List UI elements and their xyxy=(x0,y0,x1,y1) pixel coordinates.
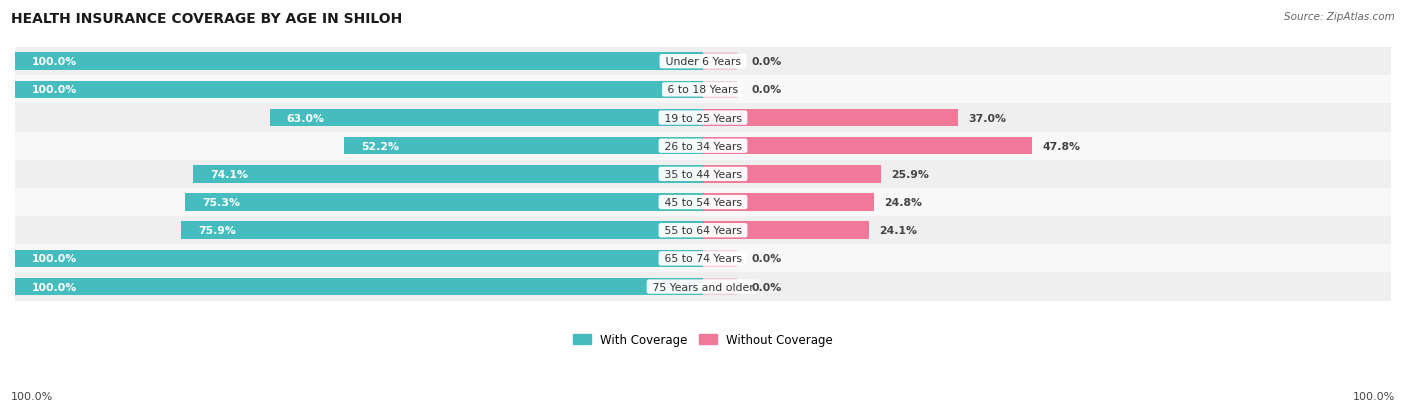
Bar xyxy=(703,109,957,127)
Bar xyxy=(193,166,703,183)
Bar xyxy=(15,216,1391,245)
Bar xyxy=(15,188,1391,216)
Bar xyxy=(703,81,737,99)
Text: 0.0%: 0.0% xyxy=(751,282,782,292)
Bar xyxy=(703,250,737,268)
Bar xyxy=(15,278,703,296)
Bar xyxy=(15,132,1391,160)
Text: 45 to 54 Years: 45 to 54 Years xyxy=(661,197,745,208)
Text: 100.0%: 100.0% xyxy=(32,57,77,67)
Text: Under 6 Years: Under 6 Years xyxy=(662,57,744,67)
Text: 25.9%: 25.9% xyxy=(891,169,929,180)
Text: 24.8%: 24.8% xyxy=(884,197,922,208)
Text: 63.0%: 63.0% xyxy=(287,113,325,123)
Text: 0.0%: 0.0% xyxy=(751,85,782,95)
Text: 55 to 64 Years: 55 to 64 Years xyxy=(661,225,745,236)
Text: 100.0%: 100.0% xyxy=(32,85,77,95)
Bar xyxy=(15,245,1391,273)
Text: HEALTH INSURANCE COVERAGE BY AGE IN SHILOH: HEALTH INSURANCE COVERAGE BY AGE IN SHIL… xyxy=(11,12,402,26)
Text: 100.0%: 100.0% xyxy=(32,282,77,292)
Text: 19 to 25 Years: 19 to 25 Years xyxy=(661,113,745,123)
Bar xyxy=(181,222,703,240)
Text: 100.0%: 100.0% xyxy=(32,254,77,264)
Bar xyxy=(270,109,703,127)
Text: 26 to 34 Years: 26 to 34 Years xyxy=(661,141,745,151)
Bar xyxy=(15,81,703,99)
Text: 24.1%: 24.1% xyxy=(879,225,917,236)
Text: 0.0%: 0.0% xyxy=(751,57,782,67)
Bar xyxy=(703,222,869,240)
Legend: With Coverage, Without Coverage: With Coverage, Without Coverage xyxy=(568,328,838,351)
Bar xyxy=(344,138,703,155)
Text: 6 to 18 Years: 6 to 18 Years xyxy=(664,85,742,95)
Text: 52.2%: 52.2% xyxy=(361,141,399,151)
Text: 74.1%: 74.1% xyxy=(211,169,249,180)
Text: Source: ZipAtlas.com: Source: ZipAtlas.com xyxy=(1284,12,1395,22)
Bar xyxy=(15,48,1391,76)
Text: 0.0%: 0.0% xyxy=(751,254,782,264)
Text: 100.0%: 100.0% xyxy=(1353,391,1395,401)
Bar xyxy=(703,138,1032,155)
Bar xyxy=(703,166,882,183)
Text: 75.3%: 75.3% xyxy=(202,197,240,208)
Text: 47.8%: 47.8% xyxy=(1042,141,1080,151)
Bar xyxy=(15,104,1391,132)
Text: 75.9%: 75.9% xyxy=(198,225,236,236)
Bar xyxy=(15,160,1391,188)
Text: 75 Years and older: 75 Years and older xyxy=(650,282,756,292)
Text: 100.0%: 100.0% xyxy=(11,391,53,401)
Text: 37.0%: 37.0% xyxy=(967,113,1005,123)
Bar xyxy=(703,194,873,211)
Bar xyxy=(186,194,703,211)
Bar xyxy=(703,53,737,71)
Bar xyxy=(15,76,1391,104)
Bar xyxy=(15,250,703,268)
Text: 35 to 44 Years: 35 to 44 Years xyxy=(661,169,745,180)
Bar xyxy=(15,53,703,71)
Bar xyxy=(15,273,1391,301)
Text: 65 to 74 Years: 65 to 74 Years xyxy=(661,254,745,264)
Bar xyxy=(703,278,737,296)
